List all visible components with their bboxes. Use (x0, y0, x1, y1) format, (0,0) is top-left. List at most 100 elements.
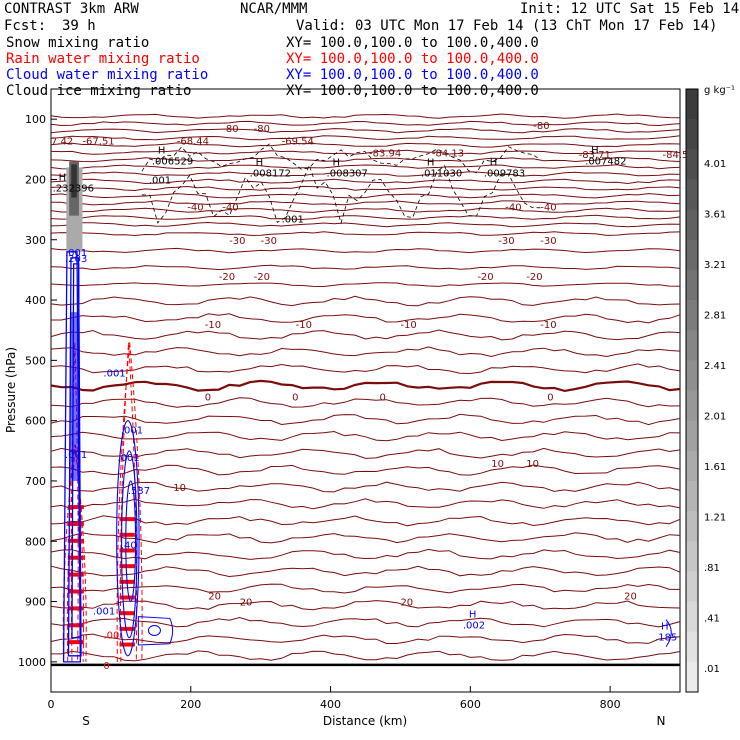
isotherm-lines (50, 113, 681, 667)
isotherm-label: -83.94 (369, 148, 401, 159)
colorbar-swatch (686, 330, 698, 361)
isotherm-line (50, 565, 681, 578)
isotherm-line (50, 515, 681, 527)
cloud-ice-contours (141, 143, 541, 225)
isotherm-label: -30 (229, 236, 245, 247)
colorbar-label: .41 (704, 614, 720, 625)
isotherm-label: -20 (526, 272, 542, 283)
colorbar-swatch (686, 300, 698, 331)
legend: Snow mixing ratio XY= 100.0,100.0 to 100.… (6, 35, 539, 99)
x-tick-label: 200 (180, 698, 201, 711)
extremum-value: .011030 (421, 168, 462, 179)
isotherm-label: -83.71 (579, 150, 611, 161)
colorbar-swatch (686, 149, 698, 180)
isotherm-label: -30 (540, 236, 556, 247)
y-tick-label: 1000 (18, 656, 46, 669)
isotherm-label: -20 (477, 272, 493, 283)
isotherm-label: 20 (208, 592, 221, 603)
fcst-value: 39 h (62, 18, 96, 34)
extremum-value: .002 (463, 621, 485, 632)
isotherm-label: -20 (219, 272, 235, 283)
isotherm-line (51, 313, 681, 324)
extremum-value: .009783 (484, 168, 525, 179)
colorbar-swatch (686, 571, 698, 603)
isotherm-line (50, 379, 681, 393)
isotherm-label: -67.51 (82, 136, 114, 147)
legend-item-name: Cloud water mixing ratio (6, 67, 208, 83)
plot-frame (50, 88, 681, 693)
snow-shade (71, 164, 77, 198)
x-tick-label: 400 (320, 698, 341, 711)
rain-band (119, 532, 135, 537)
colorbar-label: 3.61 (704, 210, 726, 221)
isotherm-line (51, 650, 681, 662)
colorbar-label: 1.61 (704, 462, 726, 473)
isotherm-label: 0 (379, 393, 385, 404)
colorbar-label: 2.81 (704, 311, 726, 322)
y-tick-label: 600 (25, 415, 46, 428)
isotherm-label: -80 (254, 124, 270, 135)
colorbar-swatch (686, 631, 698, 663)
isotherm-label: 10 (526, 459, 539, 470)
snow-shading (66, 161, 83, 252)
rain-band (67, 538, 84, 543)
colorbar-swatch (686, 209, 698, 241)
isotherm-line (50, 221, 681, 228)
colorbar-swatch (686, 390, 698, 422)
isotherm-line (50, 430, 681, 442)
rain-band (119, 626, 135, 631)
isotherm-label: 20 (624, 592, 637, 603)
y-tick-label: 800 (25, 535, 46, 548)
isotherm-line (50, 207, 681, 213)
isotherm-label: 0 (205, 393, 211, 404)
rain-band (67, 623, 84, 628)
rain-band (119, 642, 135, 647)
colorbar-label: .01 (704, 664, 720, 675)
colorbar-swatch (686, 360, 698, 391)
isotherm-line (50, 113, 681, 119)
isotherm-line (50, 247, 681, 254)
isotherm-label: 20 (240, 598, 253, 609)
colorbar-swatch (686, 420, 698, 452)
y-tick-label: 400 (25, 294, 46, 307)
extremum-marker: H (59, 172, 67, 183)
extremum-value: .008307 (327, 168, 368, 179)
colorbar-swatch (686, 450, 698, 482)
isotherm-line (50, 363, 681, 375)
isotherm-line (50, 295, 681, 307)
isotherm-line (50, 178, 681, 185)
isotherm-label: -30 (261, 236, 277, 247)
contour-label: .40 (121, 540, 137, 551)
isotherm-line (50, 346, 681, 358)
y-tick-label: 300 (25, 234, 46, 247)
colorbar-swatch (686, 89, 698, 120)
rain-band (67, 640, 84, 645)
isotherm-line (50, 616, 681, 628)
colorbar-label: 1.21 (704, 513, 726, 524)
colorbar-label: 2.01 (704, 412, 726, 423)
y-tick-label: 700 (25, 475, 46, 488)
cloud-water-contour (137, 616, 174, 646)
isotherm-label: -40 (222, 203, 238, 214)
y-tick-label: 100 (25, 113, 46, 126)
isotherm-label: 10 (491, 459, 504, 470)
isotherm-label: -84.13 (432, 148, 464, 159)
isotherm-label: -84.57 (663, 150, 695, 161)
isotherm-line (50, 200, 681, 206)
org-label: NCAR/MMM (240, 1, 307, 17)
cloud-water-contour (116, 420, 140, 657)
isotherm-label: -80 (533, 121, 549, 132)
isotherm-label: -80 (222, 124, 238, 135)
isotherm-line (50, 164, 681, 170)
isotherm-line (50, 128, 681, 134)
isotherm-line (50, 185, 681, 192)
x-tick-label: 800 (600, 698, 621, 711)
rain-band (67, 521, 84, 526)
extremum-marker: H (661, 622, 669, 633)
isotherm-line (50, 532, 681, 544)
isotherm-line (50, 481, 681, 493)
colorbar: g kg⁻¹ 4.01 3.61 3.21 2.81 2.41 2.01 1.61 1.21 .8… (685, 85, 735, 693)
isotherm-label: 0 (292, 393, 298, 404)
isotherm-line (50, 231, 681, 237)
